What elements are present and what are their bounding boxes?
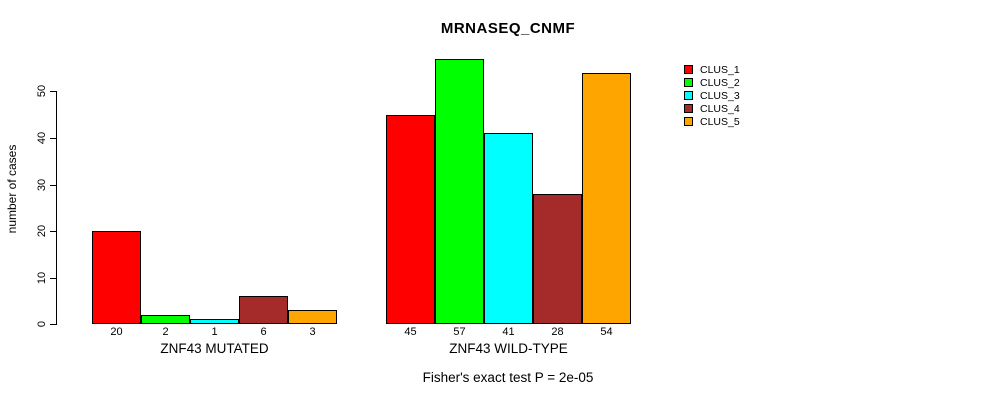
bar-value-label: 20 <box>110 326 123 338</box>
x-group-label-wildtype: ZNF43 WILD-TYPE <box>449 341 568 356</box>
bar-value-label: 41 <box>502 326 515 338</box>
y-tick <box>50 324 57 325</box>
legend-row-clus_2: CLUS_2 <box>684 76 740 89</box>
y-tick-label: 40 <box>36 131 48 145</box>
bar-clus_3-group1 <box>484 133 533 324</box>
legend-swatch-clus_2 <box>684 78 693 87</box>
legend-row-clus_1: CLUS_1 <box>684 63 740 76</box>
legend-label: CLUS_5 <box>700 115 740 128</box>
legend-swatch-clus_1 <box>684 65 693 74</box>
y-axis-line <box>56 91 57 325</box>
y-tick <box>50 91 57 92</box>
legend-swatch-clus_4 <box>684 104 693 113</box>
y-tick-label: 50 <box>36 84 48 98</box>
legend-row-clus_3: CLUS_3 <box>684 89 740 102</box>
bar-clus_1-group0 <box>92 231 141 324</box>
y-tick <box>50 278 57 279</box>
legend-row-clus_5: CLUS_5 <box>684 115 740 128</box>
legend-swatch-clus_3 <box>684 91 693 100</box>
bar-value-label: 2 <box>162 326 169 338</box>
bar-value-label: 1 <box>211 326 218 338</box>
bar-value-label: 54 <box>600 326 613 338</box>
legend-row-clus_4: CLUS_4 <box>684 102 740 115</box>
y-tick-label: 0 <box>36 320 48 328</box>
bar-clus_5-group1 <box>582 73 631 324</box>
legend-swatch-clus_5 <box>684 117 693 126</box>
bar-clus_2-group1 <box>435 59 484 324</box>
legend: CLUS_1 CLUS_2 CLUS_3 CLUS_4 CLUS_5 <box>684 63 740 128</box>
bar-value-label: 3 <box>309 326 316 338</box>
y-tick-label: 30 <box>36 178 48 192</box>
y-tick <box>50 231 57 232</box>
bar-clus_1-group1 <box>386 115 435 324</box>
bar-value-label: 6 <box>260 326 267 338</box>
y-tick <box>50 138 57 139</box>
y-tick-label: 20 <box>36 224 48 238</box>
bar-clus_2-group0 <box>141 315 190 324</box>
x-group-label-mutated: ZNF43 MUTATED <box>160 341 269 356</box>
legend-label: CLUS_3 <box>700 89 740 102</box>
chart-title: MRNASEQ_CNMF <box>440 20 576 37</box>
y-tick-label: 10 <box>36 271 48 285</box>
bar-value-label: 57 <box>453 326 466 338</box>
bar-clus_5-group0 <box>288 310 337 324</box>
y-axis-title: number of cases <box>5 144 19 234</box>
bar-value-label: 45 <box>404 326 417 338</box>
fisher-test-caption: Fisher's exact test P = 2e-05 <box>422 370 594 385</box>
bar-clus_4-group0 <box>239 296 288 324</box>
bar-clus_4-group1 <box>533 194 582 324</box>
y-tick <box>50 185 57 186</box>
legend-label: CLUS_4 <box>700 102 740 115</box>
bar-clus_3-group0 <box>190 319 239 324</box>
legend-label: CLUS_1 <box>700 63 740 76</box>
bar-value-label: 28 <box>551 326 564 338</box>
legend-label: CLUS_2 <box>700 76 740 89</box>
